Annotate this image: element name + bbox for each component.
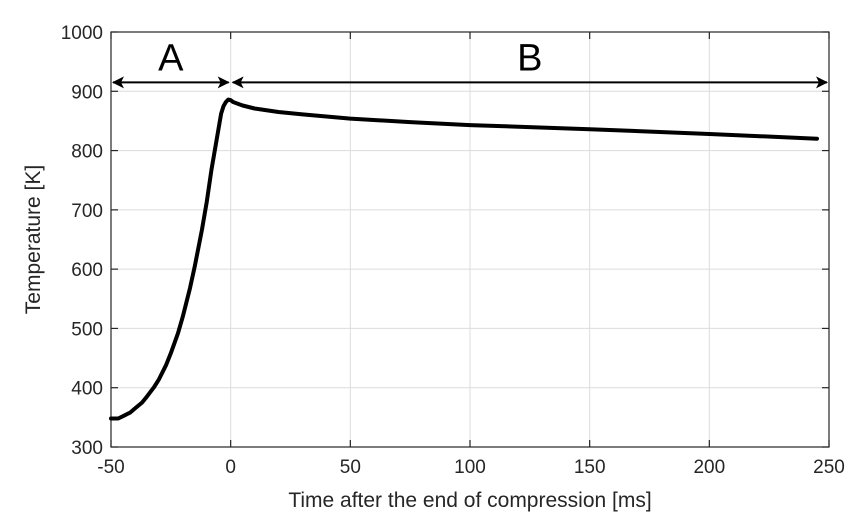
x-axis-label: Time after the end of compression [ms] <box>288 489 651 512</box>
y-tick-label: 400 <box>71 379 103 400</box>
y-tick-label: 800 <box>71 142 103 163</box>
x-tick-label: -50 <box>97 457 124 478</box>
x-tick-label: 250 <box>813 457 845 478</box>
grid-lines <box>110 31 830 448</box>
temperature-line <box>109 97 819 421</box>
y-tick-label: 300 <box>71 438 103 459</box>
y-tick-label: 1000 <box>61 23 103 44</box>
y-tick-label: 600 <box>71 260 103 281</box>
axis-ticks: -50 0 50 100 150 200 250 300 400 500 600 700 800 900 1… <box>61 23 845 478</box>
series-layer <box>109 97 819 421</box>
x-tick-label: 50 <box>340 457 361 478</box>
y-tick-label: 900 <box>71 82 103 103</box>
y-axis-label: Temperature [K] <box>22 165 45 314</box>
region-label: B <box>517 37 542 79</box>
x-tick-label: 0 <box>225 457 236 478</box>
region-label: A <box>158 37 184 79</box>
y-tick-label: 500 <box>71 319 103 340</box>
x-tick-label: 150 <box>574 457 606 478</box>
x-tick-label: 100 <box>454 457 486 478</box>
y-tick-label: 700 <box>71 201 103 222</box>
x-tick-label: 200 <box>693 457 725 478</box>
